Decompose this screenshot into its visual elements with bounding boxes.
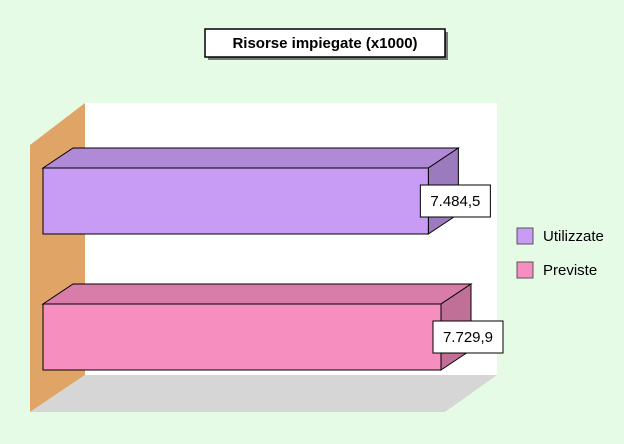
bar (42, 167, 429, 235)
value-label-box (419, 184, 491, 218)
bar-top (41, 283, 473, 305)
value-label-box (432, 320, 504, 354)
value-label: 7.484,5 (430, 193, 480, 210)
bar (42, 303, 442, 371)
chart-title: Risorse impiegate (x1000) (232, 35, 417, 52)
value-label: 7.729,9 (443, 329, 493, 346)
bar-top (41, 147, 461, 169)
legend-swatch (516, 227, 534, 245)
legend-label: Utilizzate (543, 228, 604, 245)
title-box (204, 28, 446, 58)
legend-swatch (516, 261, 534, 279)
floor (30, 375, 497, 412)
legend-label: Previste (543, 262, 597, 279)
